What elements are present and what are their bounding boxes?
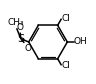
Text: OH: OH — [74, 37, 88, 47]
Text: Cl: Cl — [61, 14, 70, 23]
Text: O: O — [25, 44, 32, 53]
Text: Cl: Cl — [61, 61, 70, 70]
Text: CH₃: CH₃ — [8, 18, 24, 27]
Text: O: O — [17, 23, 24, 32]
Text: S: S — [17, 34, 24, 44]
